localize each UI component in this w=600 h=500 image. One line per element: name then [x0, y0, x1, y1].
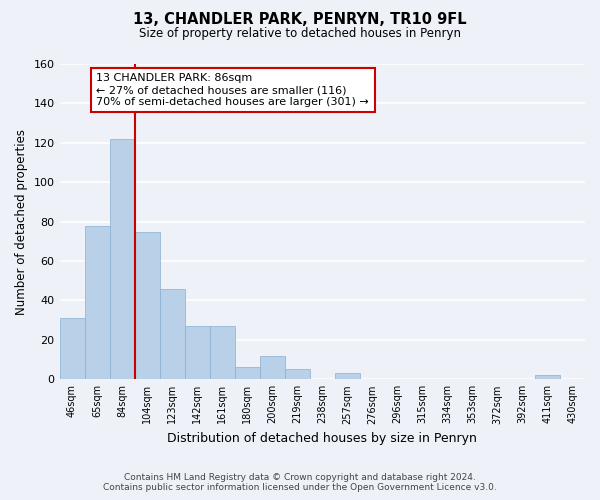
Bar	[59, 318, 85, 380]
Bar	[535, 376, 560, 380]
X-axis label: Distribution of detached houses by size in Penryn: Distribution of detached houses by size …	[167, 432, 477, 445]
Bar	[185, 326, 209, 380]
Bar	[134, 232, 160, 380]
Text: Contains HM Land Registry data © Crown copyright and database right 2024.
Contai: Contains HM Land Registry data © Crown c…	[103, 473, 497, 492]
Bar	[235, 368, 260, 380]
Bar	[335, 374, 360, 380]
Bar	[209, 326, 235, 380]
Bar	[110, 139, 134, 380]
Bar	[85, 226, 110, 380]
Bar	[285, 370, 310, 380]
Bar	[160, 288, 185, 380]
Bar	[260, 356, 285, 380]
Text: Size of property relative to detached houses in Penryn: Size of property relative to detached ho…	[139, 28, 461, 40]
Text: 13, CHANDLER PARK, PENRYN, TR10 9FL: 13, CHANDLER PARK, PENRYN, TR10 9FL	[133, 12, 467, 28]
Y-axis label: Number of detached properties: Number of detached properties	[15, 128, 28, 314]
Text: 13 CHANDLER PARK: 86sqm
← 27% of detached houses are smaller (116)
70% of semi-d: 13 CHANDLER PARK: 86sqm ← 27% of detache…	[97, 74, 369, 106]
